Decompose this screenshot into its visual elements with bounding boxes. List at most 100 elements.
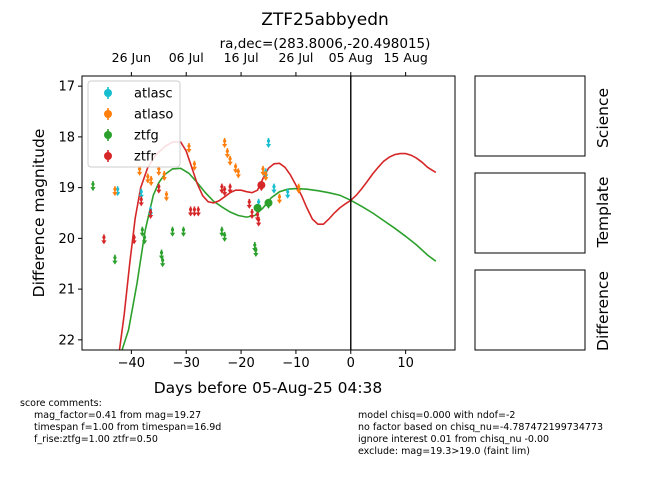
data-point xyxy=(253,247,259,258)
plot-frame xyxy=(81,75,456,351)
data-point-marker xyxy=(159,250,164,255)
data-point-marker xyxy=(181,228,186,232)
data-point-marker xyxy=(113,187,117,191)
legend-item: atlaso xyxy=(104,108,173,123)
data-point-marker xyxy=(196,207,200,212)
data-point xyxy=(235,168,241,179)
legend: atlasc atlaso ztfg ztfr xyxy=(87,80,181,168)
data-point xyxy=(232,163,239,174)
legend-marker xyxy=(104,131,112,139)
data-point-arrow xyxy=(256,222,262,227)
data-point-arrow xyxy=(141,240,148,245)
data-point-marker xyxy=(220,185,224,189)
data-point-arrow xyxy=(101,240,107,245)
data-point xyxy=(265,137,272,148)
score-comment-line: timespan f=1.00 from timespan=16.9d xyxy=(34,422,222,433)
data-point xyxy=(161,170,167,181)
data-point-marker xyxy=(149,177,153,181)
y-tick-label: 21 xyxy=(58,283,75,298)
data-point-marker xyxy=(236,169,240,174)
data-point xyxy=(195,206,201,217)
data-point-arrow xyxy=(253,253,259,258)
difference-label: Difference xyxy=(594,271,612,351)
legend-label: atlaso xyxy=(134,108,173,123)
data-point xyxy=(139,226,145,237)
data-point-arrow xyxy=(186,149,192,154)
data-point xyxy=(224,148,230,159)
data-point-arrow xyxy=(232,169,239,174)
data-point-marker xyxy=(254,248,258,252)
data-point-marker xyxy=(157,185,161,189)
data-point xyxy=(219,183,225,194)
data-point-arrow xyxy=(145,179,151,184)
data-point-arrow xyxy=(222,192,228,197)
model-comment-line: model chisq=0.000 with ndof=-2 xyxy=(358,410,516,421)
data-point-marker xyxy=(250,210,254,214)
data-point-marker xyxy=(261,167,265,171)
data-point-marker xyxy=(157,167,161,171)
detection-marker xyxy=(253,203,262,212)
legend-label: ztfg xyxy=(134,129,159,144)
data-point-marker xyxy=(161,258,165,262)
data-point xyxy=(246,198,252,209)
data-point xyxy=(263,170,269,181)
science-label: Science xyxy=(594,88,612,148)
data-point-marker xyxy=(146,174,150,179)
x-tick-label: −30 xyxy=(173,356,200,371)
data-point-arrow xyxy=(147,215,154,219)
data-point xyxy=(163,191,170,202)
data-point-marker xyxy=(286,190,290,194)
x-axis-label: Days before 05-Aug-25 04:38 xyxy=(154,379,383,397)
y-tick-label: 17 xyxy=(58,80,75,95)
y-tick-label: 19 xyxy=(58,181,75,196)
legend-marker xyxy=(104,152,112,160)
data-point-marker xyxy=(225,149,229,153)
data-point-arrow xyxy=(191,166,198,171)
template-panel xyxy=(474,172,586,254)
data-point-arrow xyxy=(138,202,144,207)
data-point-marker xyxy=(277,195,282,199)
data-point-arrow xyxy=(296,189,302,194)
y-tick-label: 22 xyxy=(58,333,75,348)
data-point xyxy=(222,186,228,197)
data-point-arrow xyxy=(263,176,269,181)
detection-marker xyxy=(257,181,266,190)
science-panel xyxy=(474,75,586,157)
data-point-arrow xyxy=(131,240,137,245)
plot-area: −40 −30 −20 −10 0 10 17 18 19 20 21 22 26 Jun 06 Jul 1… xyxy=(58,50,456,371)
y-axis-label: Difference magnitude xyxy=(30,129,48,298)
data-point-marker xyxy=(164,192,169,196)
data-point-arrow xyxy=(224,154,230,159)
data-point-arrow xyxy=(195,212,201,217)
top-tick-label: 05 Aug xyxy=(329,50,373,65)
data-point-arrow xyxy=(112,192,118,197)
difference-panel xyxy=(474,269,586,351)
score-comments-header: score comments: xyxy=(20,398,102,409)
template-label: Template xyxy=(594,177,612,249)
x-tick-label: −10 xyxy=(282,356,309,371)
data-point xyxy=(145,173,151,184)
data-point-arrow xyxy=(235,174,241,179)
score-comment-line: mag_factor=0.41 from mag=19.27 xyxy=(34,410,202,421)
data-point xyxy=(271,183,277,194)
data-point xyxy=(169,226,176,237)
data-point-marker xyxy=(137,167,142,171)
data-point-marker xyxy=(140,228,144,232)
data-point-marker xyxy=(187,144,191,148)
data-point xyxy=(219,226,225,237)
data-point xyxy=(188,206,194,217)
data-point xyxy=(158,249,165,260)
data-point-arrow xyxy=(139,232,145,237)
legend-marker xyxy=(104,89,112,97)
data-point-marker xyxy=(255,212,260,217)
plot-content xyxy=(90,76,437,350)
data-point-arrow xyxy=(112,260,118,265)
data-point xyxy=(276,193,283,204)
data-point-marker xyxy=(192,162,197,166)
data-point xyxy=(249,209,255,219)
data-point-arrow xyxy=(148,182,154,187)
data-point-marker xyxy=(148,210,153,214)
data-point-marker xyxy=(192,207,197,212)
data-point-marker xyxy=(102,235,106,239)
data-point-marker xyxy=(220,228,224,232)
